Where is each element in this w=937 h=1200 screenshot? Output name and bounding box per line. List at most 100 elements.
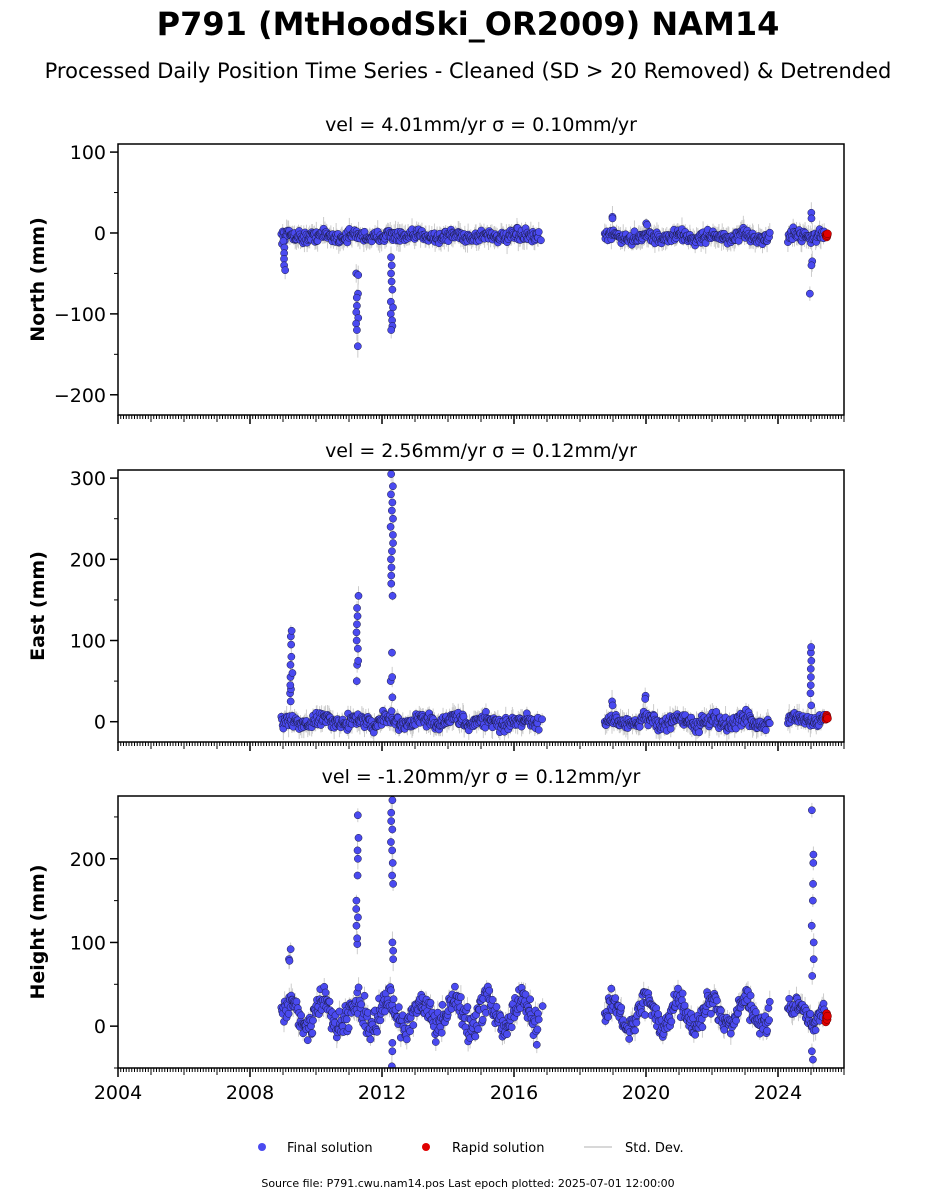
chart-subtitle: Processed Daily Position Time Series - C… [45,59,892,83]
y-tick-label: 0 [94,712,106,734]
final-solution-point [287,626,296,635]
final-solution-point [805,289,814,298]
final-solution-point [457,993,465,1001]
final-solution-point [297,1011,305,1020]
final-solution-point [388,673,397,681]
panel-title: vel = 4.01mm/yr σ = 0.10mm/yr [325,114,637,136]
final-solution-point [811,1026,820,1034]
final-solution-point [534,228,543,236]
final-solution-point [713,996,721,1005]
final-solution-point [667,1017,676,1026]
final-solution-point [284,1009,293,1018]
final-solution-point [353,846,362,855]
final-solution-point [287,640,296,649]
final-solution-point [352,628,361,637]
panel-2: vel = 2.56mm/yr σ = 0.12mm/yr East (mm) 30… [27,440,845,751]
final-solution-point [807,656,816,665]
data-points [277,796,832,1068]
final-solution-point [387,470,396,478]
final-solution-point [286,945,295,954]
final-solution-point [533,1025,542,1034]
final-solution-point [680,1001,689,1010]
y-axis-label: East (mm) [27,551,49,661]
final-solution-point [354,271,363,279]
final-solution-point [765,997,774,1006]
y-tick-label: 300 [70,468,106,490]
final-solution-point [285,957,294,965]
rapid-solution-point [823,714,832,723]
final-solution-point [354,854,362,863]
final-solution-point [734,237,743,245]
final-solution-point [617,1003,626,1012]
final-solution-point [387,261,396,270]
final-solution-point [437,1028,446,1037]
final-solution-point [387,253,395,262]
final-solution-point [388,592,397,600]
final-solution-point [286,697,295,706]
final-solution-point [503,1030,511,1039]
final-solution-point [366,1035,375,1044]
final-solution-point [387,277,396,286]
final-solution-point [698,1023,707,1031]
final-solution-point [281,266,290,275]
final-solution-point [286,681,295,690]
panel-1: vel = 4.01mm/yr σ = 0.10mm/yr North (mm) 1… [27,114,845,424]
final-solution-point [388,693,397,702]
final-solution-point [678,989,687,998]
final-solution-point [352,921,361,930]
final-solution-point [674,984,682,993]
final-solution-point [360,991,369,1000]
final-solution-point [354,983,363,992]
final-solution-point [485,986,494,995]
final-solution-point [353,612,362,620]
final-solution-point [806,1009,815,1018]
final-solution-point [752,1008,760,1016]
final-solution-point [287,652,296,661]
final-solution-point [631,1026,639,1035]
final-solution-point [387,571,396,580]
final-solution-point [720,1026,729,1034]
final-solution-point [388,648,396,657]
final-solution-point [641,695,650,703]
final-solution-point [471,1032,480,1041]
final-solution-point [354,913,362,922]
final-solution-point [534,726,543,734]
final-solution-point [352,636,361,645]
final-solution-point [807,261,816,270]
final-solution-point [765,719,774,728]
final-solution-point [387,579,396,588]
y-tick-label: 100 [70,142,106,164]
final-solution-point [625,1035,634,1043]
final-solution-point [807,701,816,710]
final-solution-point [389,303,397,312]
final-solution-point [478,1015,487,1024]
final-solution-point [387,269,395,278]
final-solution-point [354,656,363,665]
final-solution-point [279,237,288,245]
final-solution-point [352,293,361,302]
final-solution-point [386,310,395,318]
final-solution-point [604,1013,612,1021]
final-solution-point [492,1003,501,1011]
final-solution-point [765,228,774,237]
final-solution-point [463,1003,472,1011]
final-solution-point [406,1027,414,1036]
y-axis-label: North (mm) [27,217,49,342]
final-solution-point [764,1004,773,1012]
final-solution-point [474,1025,482,1034]
final-solution-point [761,726,770,735]
final-solution-point [532,1040,541,1049]
data-points [277,202,832,358]
final-solution-point [353,871,362,880]
final-solution-point [292,997,301,1006]
final-solution-point [352,905,361,913]
final-solution-point [746,991,755,1000]
final-solution-point [607,984,616,993]
final-solution-point [280,255,288,263]
final-solution-point [387,555,395,564]
final-solution-point [707,1009,715,1018]
final-solution-point [342,1015,351,1024]
final-solution-point [288,669,297,677]
final-solution-point [635,723,644,731]
